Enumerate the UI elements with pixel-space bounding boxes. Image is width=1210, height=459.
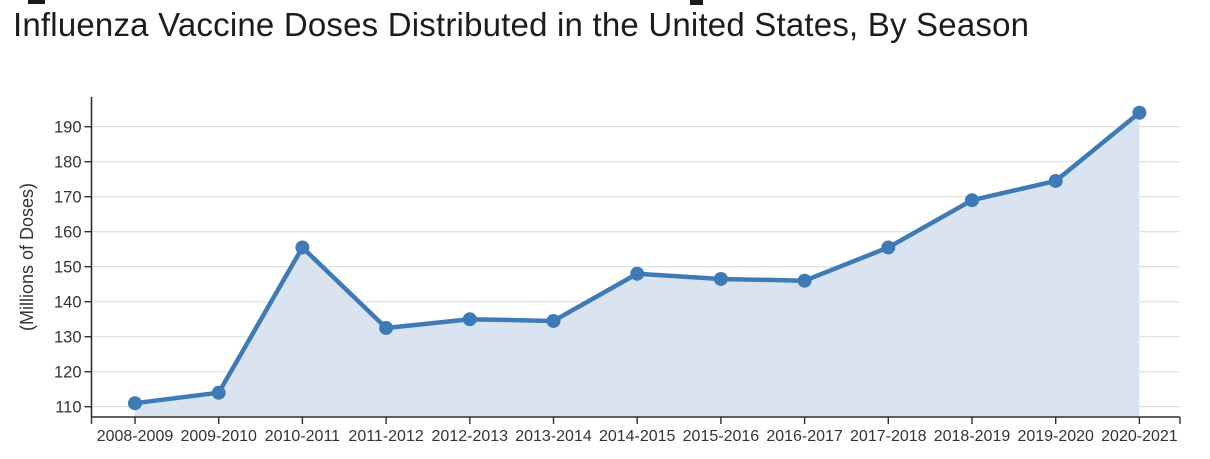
x-tick-label: 2015-2016 <box>683 428 760 445</box>
x-tick-label: 2017-2018 <box>850 428 927 445</box>
axis-labels-layer: 110 120 130 140 150 160 170 180 190 2008-2009 2009… <box>54 118 1178 445</box>
y-tick-label: 140 <box>54 293 82 311</box>
y-tick-label: 110 <box>55 398 81 416</box>
data-point-marker <box>630 266 645 281</box>
data-point-marker <box>211 385 226 400</box>
series-layer <box>128 105 1147 417</box>
crop-artifact <box>690 0 703 5</box>
x-tick-label: 2019-2020 <box>1017 428 1094 445</box>
y-tick-label: 150 <box>54 258 82 276</box>
data-point-marker <box>379 320 394 335</box>
data-point-marker <box>128 396 142 411</box>
data-point-marker <box>1048 173 1063 188</box>
y-axis-title: (Millions of Doses) <box>17 183 37 331</box>
x-tick-label: 2016-2017 <box>766 428 843 445</box>
data-point-marker <box>965 193 979 208</box>
x-tick-label: 2013-2014 <box>515 428 592 445</box>
x-tick-label: 2014-2015 <box>599 428 676 445</box>
axes-layer <box>84 97 1181 424</box>
data-point-marker <box>881 240 896 255</box>
y-tick-label: 170 <box>54 188 82 206</box>
x-tick-label: 2009-2010 <box>180 428 257 445</box>
series-area-fill <box>135 112 1140 417</box>
data-point-marker <box>462 312 477 327</box>
data-point-marker <box>295 240 310 255</box>
chart-title: Influenza Vaccine Doses Distributed in t… <box>13 6 1030 43</box>
y-tick-label: 190 <box>54 118 82 136</box>
data-point-marker <box>713 271 728 286</box>
x-tick-label: 2008-2009 <box>97 428 174 445</box>
y-tick-label: 180 <box>54 153 82 171</box>
data-point-marker <box>546 313 561 328</box>
x-tick-label: 2010-2011 <box>265 428 340 445</box>
y-tick-label: 160 <box>54 223 82 241</box>
crop-artifact <box>28 0 45 4</box>
x-tick-label: 2020-2021 <box>1101 428 1178 445</box>
data-point-marker <box>1132 105 1147 120</box>
data-point-marker <box>797 273 812 288</box>
x-tick-label: 2018-2019 <box>934 428 1011 445</box>
x-tick-label: 2012-2013 <box>432 428 509 445</box>
y-tick-label: 120 <box>54 363 82 381</box>
y-tick-label: 130 <box>54 328 82 346</box>
x-tick-label: 2011-2012 <box>348 428 423 445</box>
